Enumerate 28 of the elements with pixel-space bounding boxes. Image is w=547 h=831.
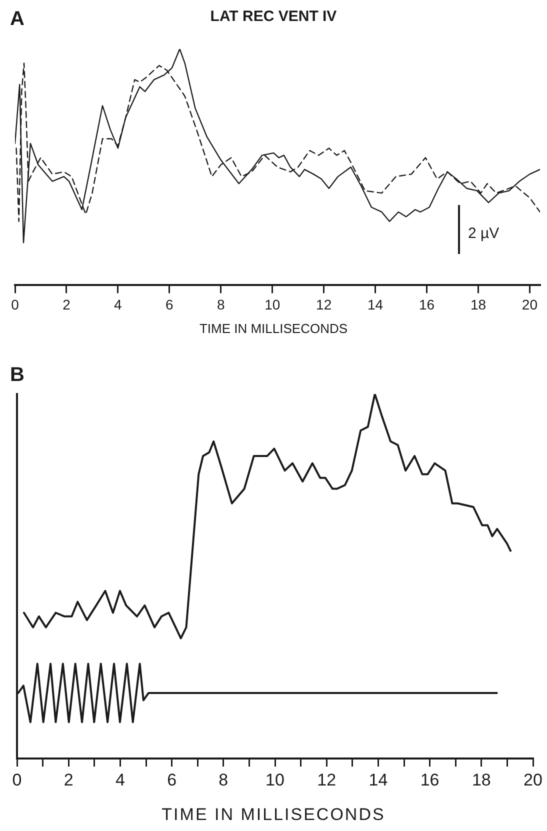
x-tick-label: 10 <box>266 770 284 790</box>
x-tick-label: 4 <box>114 296 122 312</box>
x-tick-label: 16 <box>420 770 440 790</box>
x-axis-title: TIME IN MILLISECONDS <box>198 321 349 336</box>
x-tick-label: 0 <box>12 770 22 790</box>
chart-title: LAT REC VENT IV <box>210 8 337 25</box>
x-tick-label: 2 <box>62 296 71 312</box>
x-tick-label: 4 <box>115 770 125 790</box>
x-tick-label: 2 <box>64 770 74 790</box>
annotation: 2 µV <box>468 225 500 242</box>
x-tick-label: 0 <box>11 296 20 312</box>
x-tick-label: 20 <box>524 770 542 790</box>
x-tick-label: 8 <box>218 770 228 790</box>
x-axis-title: TIME IN MILLISECONDS <box>160 805 386 825</box>
x-tick-label: 8 <box>216 296 225 312</box>
x-tick-label: 12 <box>316 296 332 312</box>
x-tick-label: 16 <box>418 296 435 312</box>
x-tick-label: 18 <box>472 770 491 790</box>
text: B <box>10 364 24 387</box>
x-tick-label: 18 <box>470 296 486 312</box>
x-tick-label: 6 <box>166 296 174 312</box>
x-tick-label: 10 <box>264 296 280 312</box>
x-tick-label: 6 <box>167 770 177 790</box>
x-tick-label: 14 <box>368 296 384 312</box>
x-tick-label: 14 <box>368 770 388 790</box>
x-tick-label: 12 <box>317 770 336 790</box>
x-tick-label: 20 <box>522 296 538 312</box>
text: A <box>10 8 24 31</box>
